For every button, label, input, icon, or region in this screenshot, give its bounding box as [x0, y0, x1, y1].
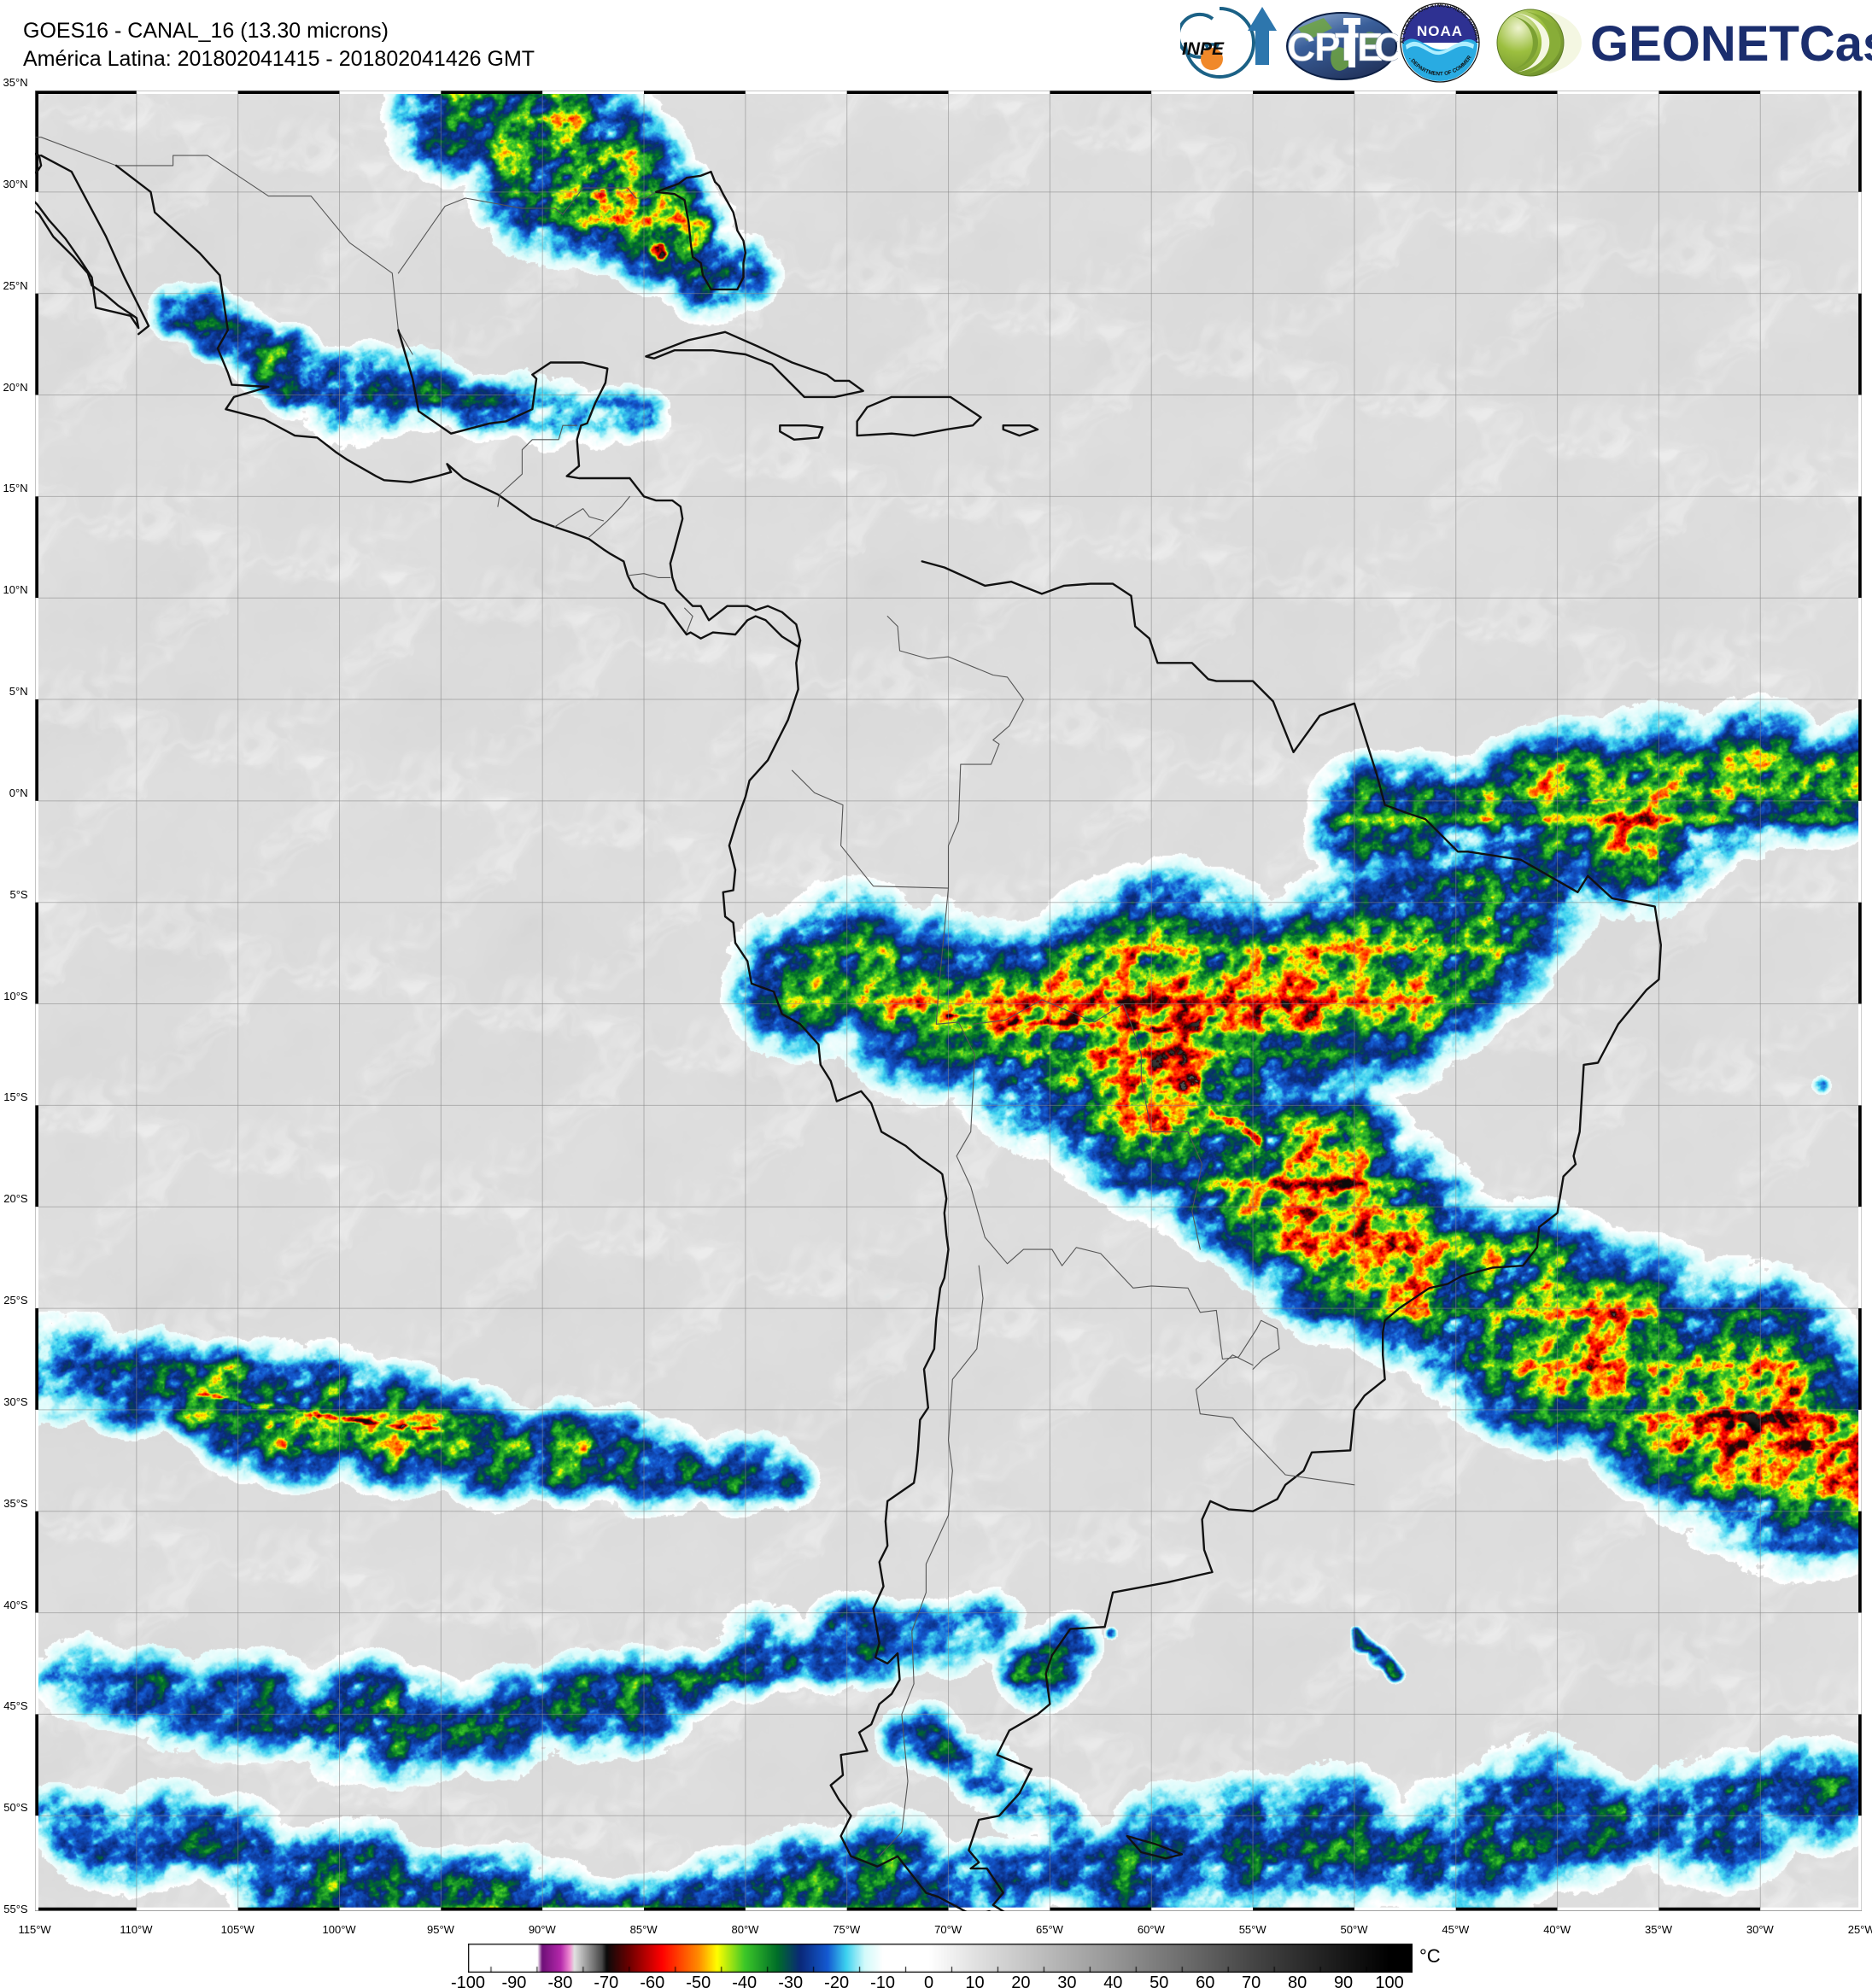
svg-text:NOAA: NOAA [1417, 23, 1463, 39]
svg-text:C: C [1287, 25, 1315, 69]
svg-text:INPE: INPE [1182, 39, 1225, 59]
svg-text:C: C [1374, 25, 1398, 69]
